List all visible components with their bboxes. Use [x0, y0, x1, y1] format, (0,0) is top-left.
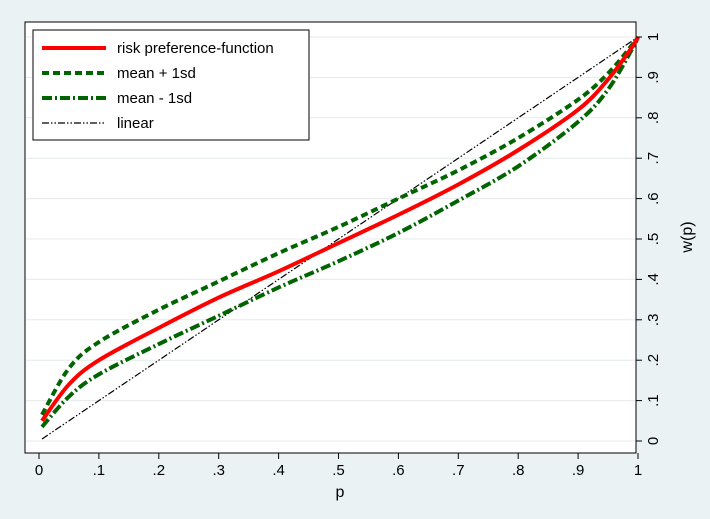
- legend-item-mean-plus-1sd: mean + 1sd: [42, 65, 196, 82]
- legend-label: mean - 1sd: [117, 90, 192, 107]
- x-tick-label: .4: [272, 462, 285, 479]
- x-tick-label: .7: [452, 462, 465, 479]
- legend-item-risk-preference-function: risk preference-function: [42, 40, 274, 57]
- x-axis-title: p: [336, 484, 345, 501]
- legend: risk preference-function mean + 1sd mean -…: [32, 29, 310, 141]
- y-axis-title: w(p): [679, 221, 696, 253]
- x-tick-label: .2: [153, 462, 166, 479]
- y-tick-label: 1: [645, 33, 662, 41]
- y-tick-label: .3: [645, 314, 662, 327]
- y-tick-label: .2: [645, 354, 662, 367]
- series-mean-minus-1sd: [40, 36, 640, 429]
- y-tick-label: .1: [645, 394, 662, 407]
- series-risk-preference-function: [40, 35, 640, 422]
- x-tick-label: .1: [93, 462, 106, 479]
- x-tick-label: .3: [212, 462, 225, 479]
- series-mean-plus-1sd: [40, 35, 640, 416]
- x-axis: 0 .1 .2 .3 .4 .5 .6 .7 .8 .9 1: [35, 453, 642, 479]
- y-tick-label: 0: [645, 437, 662, 445]
- y-tick-label: .6: [645, 192, 662, 205]
- y-tick-label: .8: [645, 112, 662, 125]
- legend-item-linear: linear: [42, 115, 154, 132]
- y-tick-label: .5: [645, 233, 662, 246]
- series-group: [40, 35, 640, 440]
- x-tick-label: .9: [572, 462, 585, 479]
- y-tick-label: .9: [645, 71, 662, 84]
- x-tick-label: .6: [392, 462, 405, 479]
- legend-label: risk preference-function: [117, 40, 274, 57]
- x-tick-label: 0: [35, 462, 43, 479]
- y-tick-label: .7: [645, 152, 662, 165]
- x-tick-label: .5: [332, 462, 345, 479]
- legend-label: mean + 1sd: [117, 65, 196, 82]
- x-tick-label: 1: [634, 462, 642, 479]
- x-tick-label: .8: [512, 462, 525, 479]
- y-tick-label: .4: [645, 273, 662, 286]
- legend-label: linear: [117, 115, 154, 132]
- legend-item-mean-minus-1sd: mean - 1sd: [42, 90, 192, 107]
- y-axis: 0 .1 .2 .3 .4 .5 .6 .7 .8 .9 1: [636, 33, 662, 445]
